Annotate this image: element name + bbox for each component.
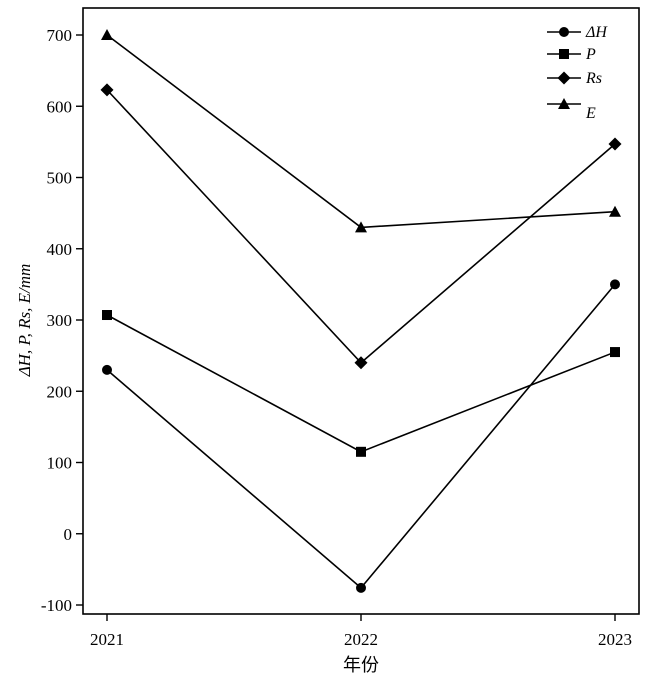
x-axis-title: 年份 (343, 655, 379, 676)
data-point (355, 221, 367, 233)
y-tick-label: -100 (41, 596, 72, 615)
data-point (610, 347, 620, 358)
x-axis: 2021 2022 2023 (90, 614, 632, 649)
legend-entry: Rs (547, 70, 602, 87)
series-2 (102, 310, 620, 457)
legend: ΔH P Rs E (547, 24, 608, 122)
legend-marker (558, 98, 570, 109)
y-axis: -100 0 100 200 300 400 500 600 700 (41, 26, 83, 615)
series-line (106, 314, 616, 453)
data-point (609, 205, 621, 217)
data-point (102, 310, 112, 321)
y-tick-label: 400 (47, 240, 73, 259)
y-tick-label: 300 (47, 311, 73, 330)
y-tick-label: 600 (47, 97, 73, 116)
data-point (100, 83, 114, 97)
data-point (354, 356, 368, 370)
data-point (608, 137, 622, 151)
legend-entry: P (547, 46, 596, 63)
legend-marker (557, 71, 571, 85)
plot-frame (82, 7, 640, 615)
data-point (101, 29, 113, 40)
series-layer (100, 29, 622, 593)
series-line (106, 34, 616, 229)
y-tick-label: 200 (47, 382, 73, 401)
y-tick-label: 100 (47, 454, 73, 473)
legend-label: ΔH (585, 24, 608, 41)
y-tick-label: 500 (47, 169, 73, 188)
legend-marker (559, 49, 569, 59)
legend-label: P (585, 46, 596, 63)
data-point (356, 582, 366, 593)
y-tick-label: 700 (47, 26, 73, 45)
x-tick-label: 2021 (90, 630, 124, 649)
y-tick-label: 0 (64, 525, 73, 544)
x-tick-label: 2023 (598, 630, 632, 649)
legend-marker (559, 27, 569, 37)
series-4 (101, 29, 621, 233)
data-point (356, 446, 366, 457)
x-tick-label: 2022 (344, 630, 378, 649)
series-1 (102, 279, 620, 593)
legend-entry: E (547, 98, 596, 122)
legend-label: Rs (585, 70, 602, 87)
y-axis-title: ΔH, P, Rs, E/mm (15, 264, 34, 378)
data-point (610, 279, 620, 290)
legend-label: E (585, 105, 596, 122)
legend-entry: ΔH (547, 24, 608, 41)
data-point (102, 364, 112, 375)
series-line (106, 283, 616, 590)
